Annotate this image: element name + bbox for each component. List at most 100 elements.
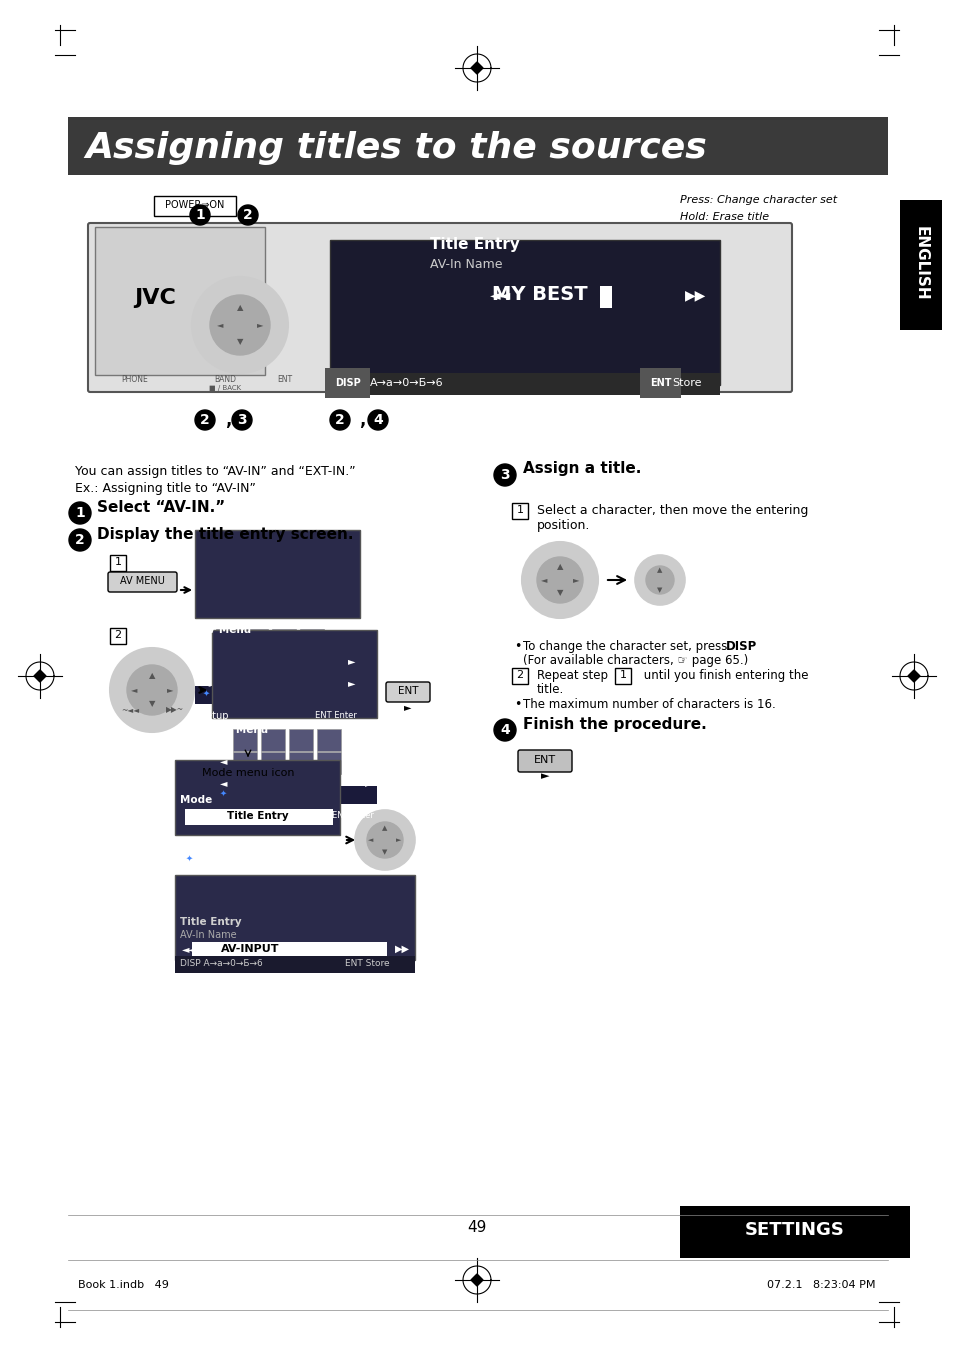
- Text: Select “AV-IN.”: Select “AV-IN.”: [97, 499, 225, 515]
- Text: ,: ,: [225, 411, 231, 429]
- Text: ►: ►: [404, 702, 412, 713]
- Text: ENT: ENT: [397, 685, 417, 696]
- Text: ▲: ▲: [382, 825, 387, 831]
- FancyBboxPatch shape: [233, 752, 256, 773]
- Text: 2: 2: [335, 412, 345, 427]
- Text: ▲: ▲: [557, 562, 562, 572]
- Text: ✦: ✦: [220, 788, 227, 798]
- Circle shape: [355, 810, 415, 869]
- Text: ►: ►: [256, 320, 263, 330]
- FancyBboxPatch shape: [215, 652, 240, 675]
- Text: AV-INPUT: AV-INPUT: [220, 944, 279, 955]
- Text: ✦: ✦: [186, 853, 193, 863]
- FancyBboxPatch shape: [88, 223, 791, 392]
- Text: .: .: [747, 639, 751, 653]
- Circle shape: [127, 665, 177, 715]
- Text: DISP: DISP: [725, 639, 757, 653]
- Text: Mode: Mode: [180, 795, 212, 804]
- Text: You can assign titles to “AV-IN” and “EXT-IN.”: You can assign titles to “AV-IN” and “EX…: [75, 465, 355, 479]
- Text: 2: 2: [516, 671, 523, 680]
- Circle shape: [635, 556, 684, 604]
- FancyBboxPatch shape: [386, 681, 430, 702]
- FancyBboxPatch shape: [212, 786, 376, 804]
- FancyBboxPatch shape: [153, 196, 235, 216]
- Text: ■ / BACK: ■ / BACK: [209, 385, 241, 391]
- FancyBboxPatch shape: [192, 942, 387, 959]
- Text: AV-In Name: AV-In Name: [180, 930, 236, 940]
- Text: DISP A→a→0→Б→6: DISP A→a→0→Б→6: [180, 959, 262, 968]
- Text: title.: title.: [537, 683, 563, 696]
- Circle shape: [237, 206, 257, 224]
- FancyBboxPatch shape: [289, 729, 313, 750]
- Text: 3: 3: [237, 412, 247, 427]
- Text: 4: 4: [499, 723, 509, 737]
- Text: Book 1.indb   49: Book 1.indb 49: [78, 1280, 169, 1290]
- Text: ►: ►: [365, 777, 372, 788]
- Text: 1: 1: [516, 506, 523, 515]
- FancyBboxPatch shape: [68, 118, 887, 174]
- Text: Display the title entry screen.: Display the title entry screen.: [97, 526, 354, 542]
- Text: 2: 2: [243, 208, 253, 222]
- Text: 1: 1: [195, 208, 205, 222]
- Text: MY BEST: MY BEST: [492, 285, 587, 304]
- FancyBboxPatch shape: [517, 750, 572, 772]
- Text: ◄: ◄: [220, 777, 227, 788]
- FancyBboxPatch shape: [110, 556, 126, 571]
- FancyBboxPatch shape: [316, 729, 340, 750]
- Text: ▼: ▼: [557, 588, 562, 598]
- Text: ENGLISH: ENGLISH: [913, 226, 927, 300]
- Text: ◄: ◄: [203, 677, 211, 688]
- FancyBboxPatch shape: [330, 373, 720, 395]
- Text: 1: 1: [618, 671, 626, 680]
- FancyBboxPatch shape: [174, 956, 415, 973]
- Text: ◄: ◄: [203, 656, 211, 667]
- FancyBboxPatch shape: [194, 685, 359, 704]
- Text: ◄◄: ◄◄: [185, 840, 200, 850]
- Text: ▲: ▲: [149, 672, 155, 680]
- FancyBboxPatch shape: [272, 652, 295, 675]
- Text: 4: 4: [373, 412, 382, 427]
- Text: until you finish entering the: until you finish entering the: [639, 669, 807, 681]
- Text: ►: ►: [395, 837, 401, 844]
- Text: ►: ►: [540, 771, 549, 781]
- Text: ▶▶: ▶▶: [684, 288, 705, 301]
- Circle shape: [210, 295, 270, 356]
- FancyBboxPatch shape: [244, 652, 268, 675]
- FancyBboxPatch shape: [899, 200, 941, 330]
- FancyBboxPatch shape: [679, 1206, 909, 1257]
- Text: ENT Store: ENT Store: [345, 959, 390, 968]
- FancyBboxPatch shape: [289, 752, 313, 773]
- FancyBboxPatch shape: [215, 629, 240, 652]
- Text: ►: ►: [348, 656, 355, 667]
- Text: 07.2.1   8:23:04 PM: 07.2.1 8:23:04 PM: [767, 1280, 875, 1290]
- Text: 49: 49: [467, 1221, 486, 1236]
- FancyBboxPatch shape: [174, 760, 339, 836]
- FancyBboxPatch shape: [95, 227, 265, 375]
- Text: ✦: ✦: [203, 688, 210, 698]
- FancyBboxPatch shape: [185, 808, 333, 825]
- Text: ▲: ▲: [657, 566, 662, 573]
- Circle shape: [69, 502, 91, 525]
- Text: 3: 3: [499, 468, 509, 483]
- FancyBboxPatch shape: [350, 277, 629, 315]
- FancyBboxPatch shape: [108, 572, 177, 592]
- Text: JVC: JVC: [134, 288, 175, 308]
- Polygon shape: [34, 671, 46, 681]
- Text: Title Entry: Title Entry: [227, 811, 289, 821]
- Text: ,: ,: [358, 411, 365, 429]
- FancyBboxPatch shape: [244, 629, 268, 652]
- Circle shape: [192, 277, 288, 373]
- FancyBboxPatch shape: [299, 629, 324, 652]
- Circle shape: [110, 648, 193, 731]
- FancyBboxPatch shape: [174, 875, 415, 960]
- Text: ▼: ▼: [319, 853, 327, 863]
- Text: Press: Change character set: Press: Change character set: [679, 195, 836, 206]
- FancyBboxPatch shape: [272, 629, 295, 652]
- Text: ENT: ENT: [277, 376, 293, 384]
- Text: ◄: ◄: [368, 837, 374, 844]
- Text: ►: ►: [572, 576, 578, 584]
- FancyBboxPatch shape: [599, 287, 612, 308]
- Text: Title Entry: Title Entry: [430, 238, 519, 253]
- Text: Store: Store: [671, 379, 700, 388]
- Text: PHONE: PHONE: [121, 376, 149, 384]
